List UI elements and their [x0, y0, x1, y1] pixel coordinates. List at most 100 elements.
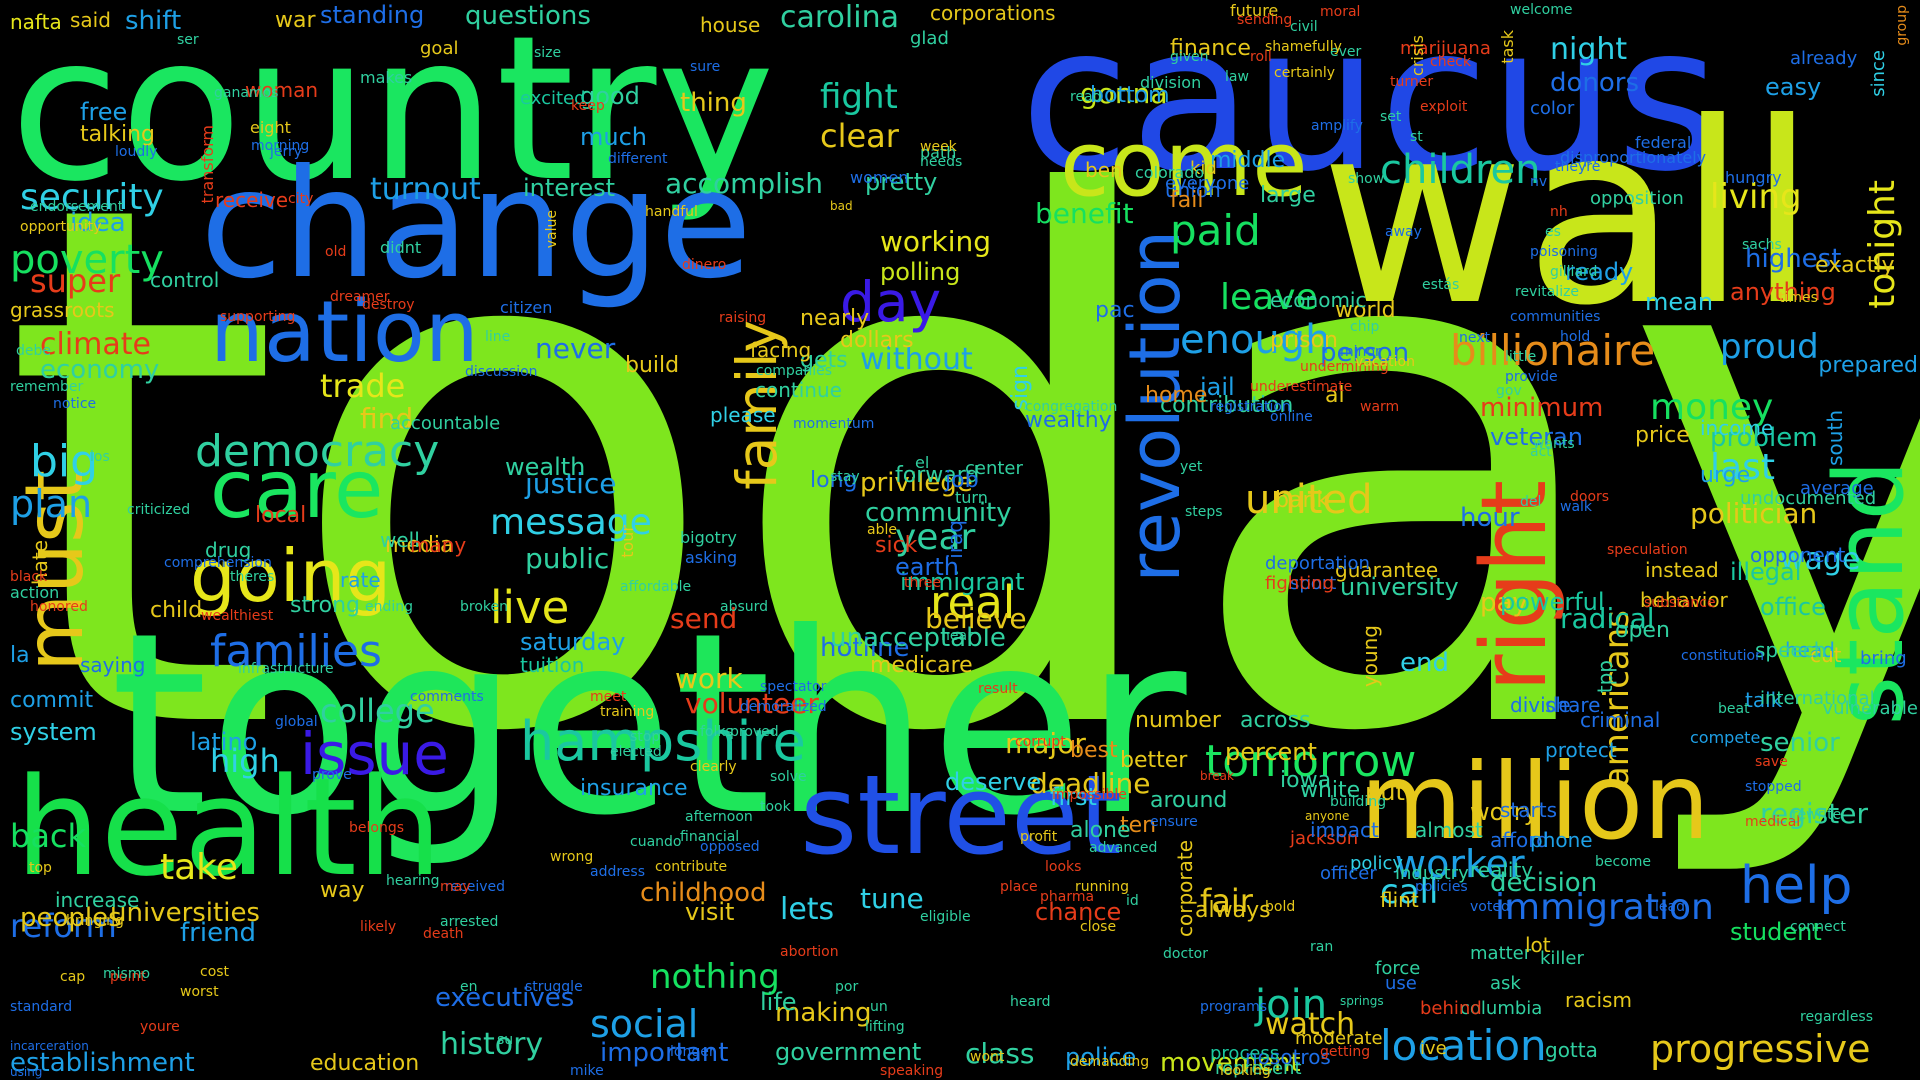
- cloud-word: percent: [1225, 738, 1317, 766]
- cloud-word: nearly: [800, 306, 870, 331]
- cloud-word: death: [423, 926, 464, 942]
- cloud-word: affordable: [620, 579, 692, 595]
- cloud-word: process: [1210, 1043, 1280, 1064]
- cloud-word: likely: [360, 919, 397, 935]
- cloud-word: share: [1545, 693, 1601, 717]
- cloud-word: starts: [1500, 798, 1558, 822]
- cloud-word: turnout: [370, 172, 481, 207]
- cloud-word: crisis: [1408, 35, 1427, 76]
- cloud-word: watch: [1265, 1007, 1356, 1042]
- cloud-word: across: [1240, 708, 1311, 733]
- cloud-word: policies: [1415, 879, 1468, 895]
- cloud-word: discussion: [465, 364, 538, 380]
- cloud-word: action: [10, 583, 60, 602]
- cloud-word: standing: [320, 1, 425, 29]
- cloud-word: chip: [1350, 319, 1380, 335]
- cloud-word: moral: [1320, 4, 1361, 20]
- cloud-word: never: [535, 332, 616, 365]
- cloud-word: fighting: [1265, 573, 1335, 594]
- cloud-word: contribute: [655, 859, 728, 875]
- cloud-word: global: [275, 714, 318, 730]
- cloud-word: friend: [180, 918, 257, 948]
- cloud-word: youre: [140, 1019, 180, 1035]
- cloud-word: first: [1050, 783, 1097, 811]
- cloud-word: issue: [300, 720, 449, 788]
- cloud-word: public: [525, 542, 610, 575]
- cloud-word: law: [1225, 69, 1249, 85]
- cloud-word: result: [978, 681, 1018, 697]
- cloud-word: columbia: [1460, 998, 1543, 1019]
- cloud-word: women: [850, 168, 909, 187]
- cloud-word: show: [1348, 171, 1385, 187]
- cloud-word: lifting: [865, 1019, 905, 1035]
- cloud-word: pay: [1480, 588, 1528, 618]
- cloud-word: del: [1520, 494, 1542, 510]
- cloud-word: decision: [1490, 868, 1598, 898]
- cloud-word: dollars: [840, 328, 914, 353]
- cloud-word: mismo: [103, 966, 151, 982]
- cloud-word: future: [1230, 1, 1279, 20]
- cloud-word: health: [15, 749, 443, 906]
- cloud-word: best: [1070, 738, 1118, 763]
- cloud-word: walk: [1560, 499, 1593, 515]
- cloud-word: medicare: [870, 653, 973, 678]
- cloud-word: struggle: [525, 979, 583, 995]
- cloud-word: ready: [1565, 258, 1634, 286]
- cloud-word: war: [275, 8, 316, 33]
- cloud-word: ganamos: [214, 85, 279, 101]
- cloud-word: woman: [245, 78, 319, 102]
- cloud-word: week: [920, 139, 957, 155]
- cloud-word: media: [385, 533, 454, 558]
- cloud-word: nation: [210, 283, 479, 382]
- cloud-word: programs: [1200, 999, 1268, 1015]
- cloud-word: exploit: [1420, 99, 1468, 115]
- cloud-word: help: [1740, 856, 1853, 916]
- cloud-word: children: [1380, 147, 1541, 193]
- cloud-word: fail: [1170, 188, 1204, 213]
- cloud-word: provide: [1505, 369, 1558, 385]
- cloud-word: well: [380, 528, 420, 552]
- cloud-word: street: [800, 751, 1122, 879]
- cloud-word: nh: [1550, 204, 1568, 220]
- cloud-word: elected: [610, 744, 662, 760]
- cloud-word: morning: [251, 138, 310, 154]
- cloud-word: long: [810, 468, 858, 493]
- cloud-word: unacceptable: [830, 623, 1006, 653]
- cloud-word: paid: [1170, 206, 1261, 255]
- cloud-word: earth: [895, 553, 959, 581]
- cloud-word: veteran: [1490, 423, 1583, 451]
- cloud-word: history: [440, 1027, 544, 1062]
- cloud-word: corrupt: [1015, 734, 1066, 750]
- cloud-word: privilege: [860, 468, 973, 498]
- cloud-word: undocumented: [1740, 488, 1877, 509]
- cloud-word: accomplish: [665, 167, 824, 200]
- cloud-word: turner: [1390, 74, 1434, 90]
- cloud-word: immigration: [1495, 887, 1714, 928]
- cloud-word: medical: [1745, 814, 1801, 830]
- cloud-word: demoralized: [740, 699, 827, 715]
- cloud-word: ending: [365, 599, 414, 615]
- cloud-word: radical: [1560, 602, 1655, 635]
- cloud-word: warm: [1360, 399, 1400, 415]
- cloud-word: establishment: [10, 1048, 195, 1078]
- cloud-word: important: [600, 1038, 729, 1068]
- cloud-word: color: [1530, 98, 1575, 119]
- cloud-word: building: [1330, 794, 1387, 810]
- cloud-word: community: [865, 498, 1012, 528]
- cloud-word: policy: [1350, 853, 1403, 874]
- cloud-word: honored: [30, 599, 88, 615]
- cloud-word: close: [1080, 919, 1117, 935]
- cloud-word: welcome: [1510, 2, 1573, 18]
- cloud-word: gov: [1496, 383, 1522, 399]
- cloud-word: home: [1145, 383, 1208, 408]
- cloud-word: bring: [1860, 648, 1907, 669]
- cloud-word: nothing: [650, 957, 780, 997]
- cloud-word: take: [160, 847, 238, 888]
- cloud-word: believe: [925, 602, 1027, 635]
- cloud-word: comments: [410, 689, 484, 705]
- cloud-word: exactly: [1815, 253, 1895, 278]
- cloud-word: donors: [1550, 68, 1640, 98]
- cloud-word: climate: [40, 327, 151, 362]
- cloud-word: young: [1358, 625, 1382, 688]
- cloud-word: afford: [1490, 828, 1549, 852]
